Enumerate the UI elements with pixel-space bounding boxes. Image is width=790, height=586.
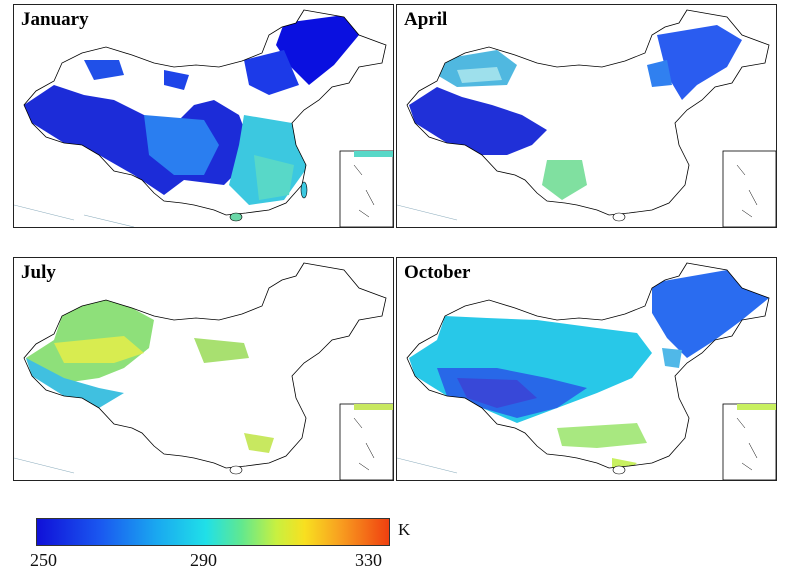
south-china-sea-inset (722, 403, 776, 480)
south-china-sea-inset (339, 403, 393, 480)
panel-title: January (19, 9, 91, 31)
colorbar-tick-max: 330 (355, 550, 382, 570)
south-china-sea-inset (339, 150, 393, 227)
colorbar-tick-min: 250 (30, 550, 57, 570)
hainan-island (229, 212, 243, 222)
china-border (23, 262, 387, 469)
china-border (406, 262, 770, 469)
map-panel-april: April (396, 4, 777, 228)
map-panel-january: January (13, 4, 394, 228)
colorbar-tick-mid: 290 (190, 550, 217, 570)
china-map-april (397, 9, 776, 227)
panel-title: July (19, 262, 58, 284)
map-panel-july: July (13, 257, 394, 481)
panel-title: October (402, 262, 473, 284)
taiwan-island (300, 181, 308, 199)
south-china-sea-inset (722, 150, 776, 227)
china-map-july (14, 262, 393, 480)
hainan-island (229, 465, 243, 475)
china-border (406, 9, 770, 216)
colorbar-unit: K (398, 520, 411, 539)
china-map-october (397, 262, 776, 480)
hainan-island (612, 465, 626, 475)
panel-title: April (402, 9, 450, 31)
china-map-january (14, 9, 393, 227)
hainan-island (612, 212, 626, 222)
colorbar (36, 518, 390, 546)
china-border (23, 9, 387, 216)
map-panel-october: October (396, 257, 777, 481)
